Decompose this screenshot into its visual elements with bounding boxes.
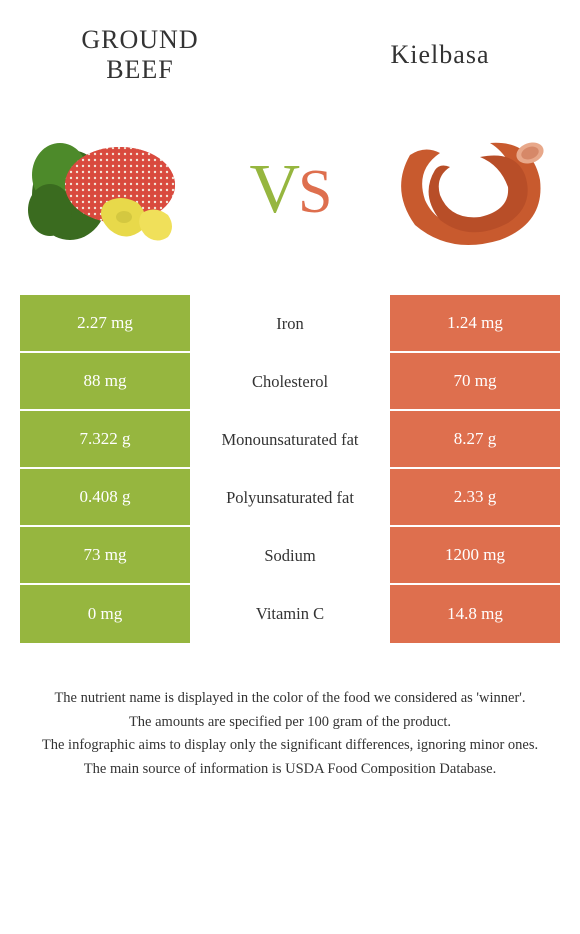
nutrient-table: 2.27 mgIron1.24 mg88 mgCholesterol70 mg7…: [20, 295, 560, 643]
cell-right: 1200 mg: [390, 527, 560, 585]
table-row: 88 mgCholesterol70 mg: [20, 353, 560, 411]
cell-label: Cholesterol: [190, 353, 390, 411]
title-line1: GROUND: [81, 25, 198, 54]
table-row: 7.322 gMonounsaturated fat8.27 g: [20, 411, 560, 469]
footer-notes: The nutrient name is displayed in the co…: [0, 643, 580, 781]
cell-left: 0 mg: [20, 585, 190, 643]
cell-label: Monounsaturated fat: [190, 411, 390, 469]
images-row: VS: [0, 95, 580, 295]
cell-left: 2.27 mg: [20, 295, 190, 353]
cell-left: 7.322 g: [20, 411, 190, 469]
footer-line: The infographic aims to display only the…: [25, 735, 555, 757]
cell-left: 73 mg: [20, 527, 190, 585]
vs-v: V: [249, 151, 298, 228]
cell-label: Polyunsaturated fat: [190, 469, 390, 527]
cell-right: 1.24 mg: [390, 295, 560, 353]
cell-left: 88 mg: [20, 353, 190, 411]
cell-left: 0.408 g: [20, 469, 190, 527]
table-row: 73 mgSodium1200 mg: [20, 527, 560, 585]
food-title-right: Kielbasa: [350, 40, 530, 70]
cell-right: 70 mg: [390, 353, 560, 411]
cell-right: 14.8 mg: [390, 585, 560, 643]
food-title-left: GROUND BEEF: [50, 25, 230, 85]
table-row: 0 mgVitamin C14.8 mg: [20, 585, 560, 643]
cell-label: Sodium: [190, 527, 390, 585]
table-row: 2.27 mgIron1.24 mg: [20, 295, 560, 353]
footer-line: The nutrient name is displayed in the co…: [25, 688, 555, 710]
header: GROUND BEEF Kielbasa: [0, 0, 580, 95]
food-image-right: [380, 115, 560, 265]
cell-right: 8.27 g: [390, 411, 560, 469]
cell-label: Iron: [190, 295, 390, 353]
vs-s: S: [298, 158, 330, 226]
title-line2: BEEF: [106, 55, 174, 84]
vs-label: VS: [249, 150, 330, 230]
cell-right: 2.33 g: [390, 469, 560, 527]
table-row: 0.408 gPolyunsaturated fat2.33 g: [20, 469, 560, 527]
footer-line: The amounts are specified per 100 gram o…: [25, 712, 555, 734]
footer-line: The main source of information is USDA F…: [25, 759, 555, 781]
cell-label: Vitamin C: [190, 585, 390, 643]
food-image-left: [20, 115, 200, 265]
